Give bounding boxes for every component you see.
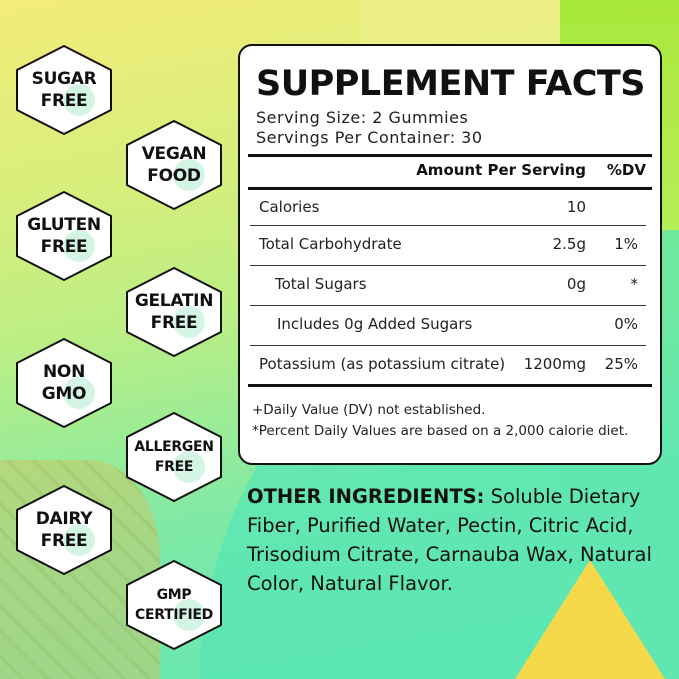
badge-text: NON GMO (13, 337, 115, 429)
badge-line1: VEGAN (141, 144, 207, 164)
badge-line1: GELATIN (134, 291, 214, 311)
ingredients-label: OTHER INGREDIENTS: (247, 485, 485, 508)
hexagon-badge-icon (126, 560, 222, 650)
badge-sugar-free: SUGAR FREE (13, 44, 115, 136)
row-name: Calories (259, 198, 320, 216)
badge-allergen-free: ALLERGEN FREE (123, 411, 225, 503)
badge-text: ALLERGEN FREE (123, 411, 225, 503)
facts-title: SUPPLEMENT FACTS (256, 64, 645, 104)
row-dv: 1% (614, 235, 638, 253)
badge-gelatin-free: GELATIN FREE (123, 266, 225, 358)
row-dv: 25% (604, 355, 638, 373)
hexagon-badge-icon (126, 412, 222, 502)
badge-line1: DAIRY (35, 509, 93, 529)
divider (248, 384, 652, 387)
badge-text: GLUTEN FREE (13, 190, 115, 282)
header-amount: Amount Per Serving (416, 161, 586, 179)
hexagon-badge-icon (126, 120, 222, 210)
badge-line2: FREE (150, 313, 198, 333)
hexagon-badge-icon (16, 45, 112, 135)
row-amount: 0g (566, 275, 586, 293)
servings-per-container: Servings Per Container: 30 (256, 128, 483, 147)
divider (250, 345, 646, 346)
badge-line2: FREE (40, 91, 88, 111)
supplement-facts-panel: SUPPLEMENT FACTS Serving Size: 2 Gummies… (238, 44, 662, 465)
badge-line2: CERTIFIED (134, 607, 213, 623)
hexagon-badge-icon (126, 267, 222, 357)
row-name: Total Carbohydrate (259, 235, 402, 253)
other-ingredients: OTHER INGREDIENTS: Soluble Dietary Fiber… (247, 482, 667, 598)
badge-non-gmo: NON GMO (13, 337, 115, 429)
badge-gluten-free: GLUTEN FREE (13, 190, 115, 282)
badge-gmp-certified: GMP CERTIFIED (123, 559, 225, 651)
row-amount: 10 (566, 198, 586, 216)
badge-text: VEGAN FOOD (123, 119, 225, 211)
divider (248, 187, 652, 190)
row-name: Includes 0g Added Sugars (277, 315, 473, 333)
hexagon-badge-icon (16, 338, 112, 428)
hexagon-badge-icon (16, 191, 112, 281)
footnote: *Percent Daily Values are based on a 2,0… (252, 423, 629, 439)
badge-line1: ALLERGEN (134, 439, 214, 455)
badge-line2: FREE (40, 531, 88, 551)
badge-line2: FREE (40, 237, 88, 257)
badge-text: GMP CERTIFIED (123, 559, 225, 651)
divider (250, 305, 646, 306)
serving-size: Serving Size: 2 Gummies (256, 108, 469, 127)
divider (250, 225, 646, 226)
row-dv: * (630, 275, 639, 293)
row-amount: 2.5g (552, 235, 586, 253)
badge-line1: GMP (156, 587, 192, 603)
row-amount: 1200mg (523, 355, 586, 373)
divider (250, 265, 646, 266)
row-name: Potassium (as potassium citrate) (259, 355, 506, 373)
ingredients-text: Soluble Dietary Fiber, Purified Water, P… (247, 485, 652, 595)
badge-text: GELATIN FREE (123, 266, 225, 358)
row-name: Total Sugars (275, 275, 367, 293)
badge-line1: GLUTEN (27, 215, 101, 235)
badge-line1: NON (42, 362, 85, 382)
badge-vegan-food: VEGAN FOOD (123, 119, 225, 211)
pineapple-slice-image (515, 560, 665, 679)
badge-line2: FREE (154, 459, 194, 475)
badge-dairy-free: DAIRY FREE (13, 484, 115, 576)
badge-line2: FOOD (147, 166, 201, 186)
divider (248, 154, 652, 157)
badge-line1: SUGAR (31, 69, 97, 89)
header-dv: %DV (606, 161, 646, 179)
footnote: +Daily Value (DV) not established. (252, 402, 486, 418)
badge-text: DAIRY FREE (13, 484, 115, 576)
badge-text: SUGAR FREE (13, 44, 115, 136)
hexagon-badge-icon (16, 485, 112, 575)
row-dv: 0% (614, 315, 638, 333)
badge-line2: GMO (41, 384, 87, 404)
